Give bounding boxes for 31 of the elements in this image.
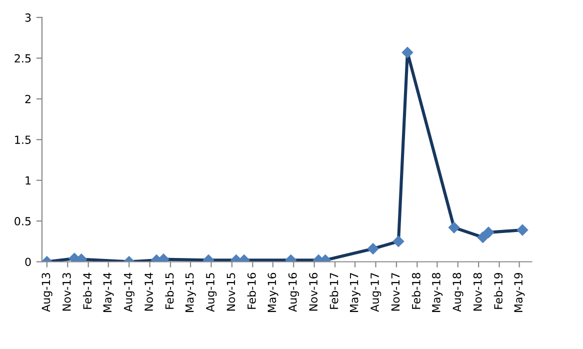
y-tick-label: 0 <box>25 258 31 266</box>
x-tick-label: Nov-13 <box>62 273 71 311</box>
x-tick-label: May-19 <box>514 272 525 312</box>
x-tick-label: Nov-18 <box>473 272 482 311</box>
x-tick-label: Feb-14 <box>82 272 92 309</box>
x-tick-label: Nov-14 <box>144 272 153 311</box>
x-tick-label: May-15 <box>185 273 196 312</box>
x-tick-label: Feb-16 <box>247 272 256 309</box>
y-tick-label: 3 <box>25 13 31 22</box>
x-tick-label: Aug-15 <box>206 273 217 312</box>
x-tick-label: Nov-17 <box>391 273 400 311</box>
y-tick-label: 2.5 <box>14 54 31 63</box>
x-tick-label: Aug-16 <box>288 272 299 312</box>
x-tick-label: Nov-15 <box>226 273 236 311</box>
x-tick-label: Nov-16 <box>309 272 318 311</box>
x-tick-label: May-18 <box>432 272 443 312</box>
x-tick-label: May-17 <box>350 273 360 312</box>
x-tick-label: Aug-17 <box>370 273 382 312</box>
x-tick-label: Feb-17 <box>330 273 338 309</box>
x-tick-label: May-14 <box>103 272 114 312</box>
x-tick-label: Aug-18 <box>452 272 464 312</box>
y-tick-label: 0.5 <box>14 217 31 226</box>
x-tick-label: Aug-14 <box>124 272 134 312</box>
y-tick-label: 1.5 <box>15 136 31 144</box>
x-tick-label: Aug-13 <box>42 273 52 312</box>
x-tick-label: Feb-18 <box>412 272 420 309</box>
x-tick-label: Feb-15 <box>165 273 174 309</box>
x-tick-label: Feb-19 <box>494 272 503 309</box>
y-tick-label: 2 <box>25 94 30 104</box>
x-tick-label: May-16 <box>268 272 278 312</box>
y-tick-label: 1 <box>26 176 31 185</box>
